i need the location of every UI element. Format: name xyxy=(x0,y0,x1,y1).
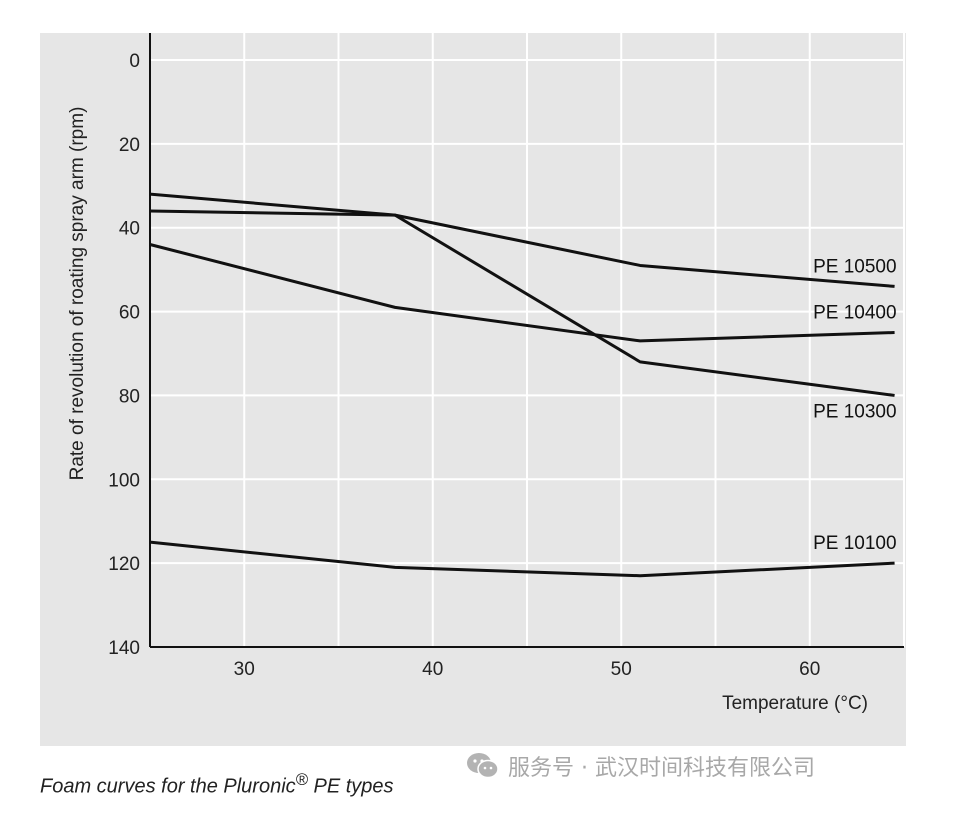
x-axis-title: Temperature (°C) xyxy=(722,693,868,714)
chart-panel: 0 20 40 60 80 100 120 140 30 40 50 60 Temperature (°… xyxy=(40,33,906,746)
x-tick-label: 40 xyxy=(422,659,443,680)
wechat-icon xyxy=(467,753,499,779)
foam-curve-chart: 0 20 40 60 80 100 120 140 30 40 50 60 Temperature (°… xyxy=(67,33,905,714)
series-line-pe-10100 xyxy=(149,540,895,578)
series-label-pe-10100: PE 10100 xyxy=(813,533,896,554)
caption-prefix: Foam curves for the Pluronic xyxy=(40,775,296,798)
y-axis-title: Rate of revolution of roating spray arm … xyxy=(67,107,88,481)
y-tick-label: 100 xyxy=(108,470,140,491)
watermark-text: 服务号 · 武汉时间科技有限公司 xyxy=(508,756,815,781)
figure-caption: Foam curves for the Pluronic® PE types xyxy=(40,770,394,799)
y-tick-label: 20 xyxy=(119,135,140,156)
y-tick-label: 40 xyxy=(119,219,140,240)
x-tick-label: 60 xyxy=(799,659,820,680)
series-label-pe-10500: PE 10500 xyxy=(813,256,896,277)
watermark: 服务号 · 武汉时间科技有限公司 xyxy=(466,750,815,782)
y-tick-label: 0 xyxy=(129,51,140,72)
x-tick-label: 30 xyxy=(234,659,255,680)
series-line-pe-10400 xyxy=(149,243,895,343)
x-tick-label: 50 xyxy=(611,659,632,680)
series-label-pe-10300: PE 10300 xyxy=(813,401,896,422)
series-line-pe-10300 xyxy=(149,192,895,397)
caption-suffix: PE types xyxy=(307,775,394,798)
y-tick-label: 60 xyxy=(119,303,140,324)
registered-mark: ® xyxy=(295,770,308,789)
series-line-pe-10500 xyxy=(149,209,895,288)
series-label-pe-10400: PE 10400 xyxy=(813,303,896,324)
y-tick-label: 80 xyxy=(119,386,140,407)
y-tick-label: 140 xyxy=(108,638,140,659)
y-tick-label: 120 xyxy=(108,554,140,575)
